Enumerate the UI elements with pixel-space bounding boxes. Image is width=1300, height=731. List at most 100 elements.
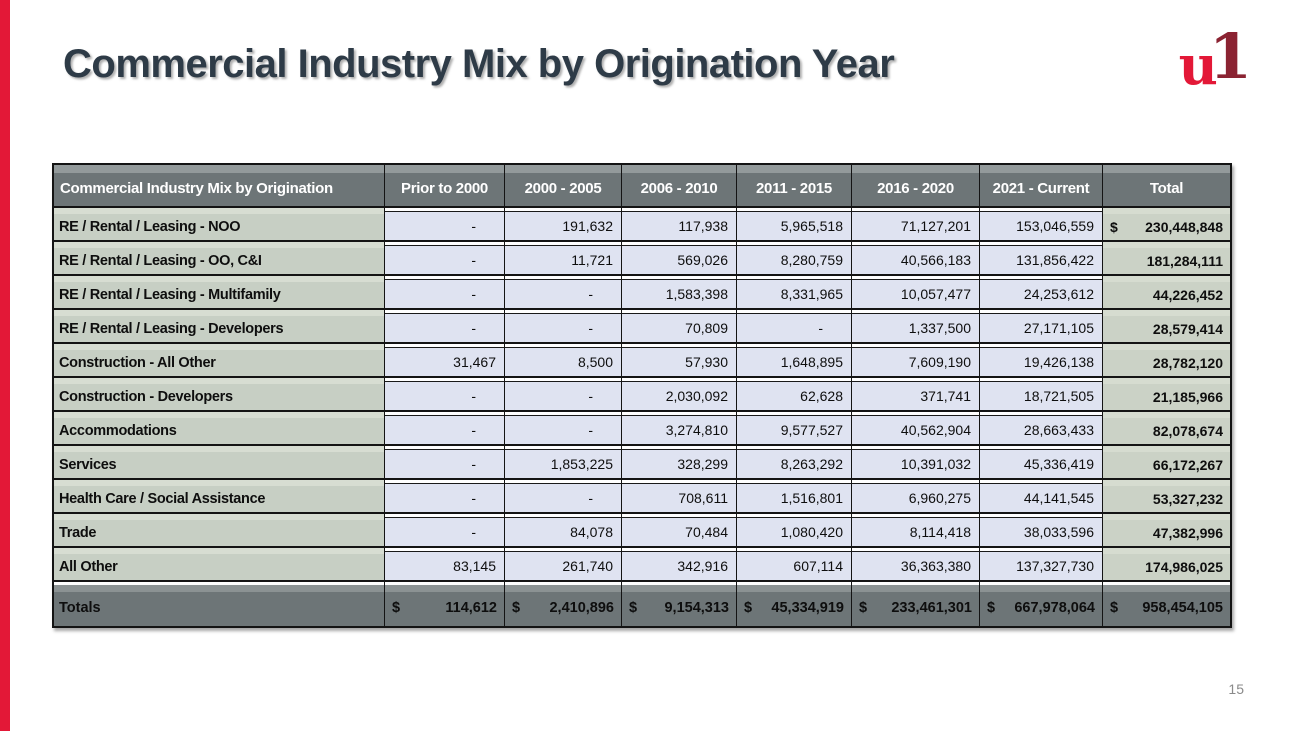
table-row: Construction - All Other 31,467 8,500 57… [54, 344, 1230, 378]
cell-value: 40,566,183 [852, 242, 980, 276]
table-row: All Other 83,145 261,740 342,916 607,114… [54, 548, 1230, 582]
table-totals-row: Totals $ 114,612 $ 2,410,896 $ 9,154,313… [54, 582, 1230, 626]
totals-value: 233,461,301 [891, 600, 972, 616]
totals-cell: $ 2,410,896 [505, 582, 622, 626]
total-value: 28,782,120 [1152, 354, 1223, 371]
total-value: 53,327,232 [1152, 490, 1223, 507]
row-label: RE / Rental / Leasing - NOO [54, 208, 385, 242]
totals-value: 45,334,919 [771, 600, 844, 616]
table-row: Trade - 84,078 70,484 1,080,420 8,114,41… [54, 514, 1230, 548]
row-label: Health Care / Social Assistance [54, 480, 385, 514]
cell-total: 21,185,966 [1103, 378, 1230, 412]
cell-value: - [505, 276, 622, 310]
row-label: Construction - All Other [54, 344, 385, 378]
cell-value: 10,057,477 [852, 276, 980, 310]
cell-value: - [505, 480, 622, 514]
row-label: RE / Rental / Leasing - Multifamily [54, 276, 385, 310]
cell-value: - [737, 310, 852, 344]
totals-cell: $ 233,461,301 [852, 582, 980, 626]
row-label: Trade [54, 514, 385, 548]
cell-value: 27,171,105 [980, 310, 1103, 344]
totals-cell: $ 958,454,105 [1103, 582, 1230, 626]
currency-symbol: $ [987, 600, 996, 616]
cell-value: 342,916 [622, 548, 737, 582]
cell-value: 137,327,730 [980, 548, 1103, 582]
header-2011-2015: 2011 - 2015 [737, 165, 852, 208]
cell-value: - [385, 378, 505, 412]
cell-value: 36,363,380 [852, 548, 980, 582]
table-row: Health Care / Social Assistance - - 708,… [54, 480, 1230, 514]
logo-letter-u: u [1178, 33, 1218, 97]
cell-value: 1,583,398 [622, 276, 737, 310]
cell-value: 191,632 [505, 208, 622, 242]
header-label: Commercial Industry Mix by Origination [54, 165, 385, 208]
cell-value: 131,856,422 [980, 242, 1103, 276]
row-label: All Other [54, 548, 385, 582]
cell-value: 19,426,138 [980, 344, 1103, 378]
logo-letter-one: 1 [1208, 20, 1252, 93]
cell-total: $ 230,448,848 [1103, 208, 1230, 242]
total-value: 28,579,414 [1152, 320, 1223, 337]
cell-total: 47,382,996 [1103, 514, 1230, 548]
cell-value: 31,467 [385, 344, 505, 378]
totals-value: 114,612 [445, 600, 497, 616]
table-header-row: Commercial Industry Mix by Origination P… [54, 165, 1230, 208]
row-label: Construction - Developers [54, 378, 385, 412]
cell-value: 18,721,505 [980, 378, 1103, 412]
cell-value: - [505, 412, 622, 446]
cell-value: - [385, 446, 505, 480]
cell-value: 1,648,895 [737, 344, 852, 378]
cell-value: - [385, 514, 505, 548]
cell-value: 57,930 [622, 344, 737, 378]
header-2006-2010: 2006 - 2010 [622, 165, 737, 208]
currency-symbol: $ [1110, 218, 1118, 235]
cell-value: 3,274,810 [622, 412, 737, 446]
cell-value: 5,965,518 [737, 208, 852, 242]
cell-value: 71,127,201 [852, 208, 980, 242]
cell-value: 708,611 [622, 480, 737, 514]
totals-value: 958,454,105 [1142, 600, 1223, 616]
cell-value: 8,263,292 [737, 446, 852, 480]
cell-value: 83,145 [385, 548, 505, 582]
total-value: 66,172,267 [1152, 456, 1223, 473]
table-row: RE / Rental / Leasing - Multifamily - - … [54, 276, 1230, 310]
cell-value: 607,114 [737, 548, 852, 582]
cell-value: - [385, 276, 505, 310]
row-label: Accommodations [54, 412, 385, 446]
total-value: 230,448,848 [1145, 218, 1223, 235]
cell-value: 62,628 [737, 378, 852, 412]
cell-value: - [385, 242, 505, 276]
cell-value: 569,026 [622, 242, 737, 276]
cell-value: - [505, 310, 622, 344]
u1-logo: u1 [1179, 26, 1252, 93]
left-accent-bar [0, 0, 10, 731]
cell-total: 181,284,111 [1103, 242, 1230, 276]
cell-value: - [385, 412, 505, 446]
cell-value: 84,078 [505, 514, 622, 548]
cell-value: - [385, 480, 505, 514]
cell-value: 24,253,612 [980, 276, 1103, 310]
cell-value: 38,033,596 [980, 514, 1103, 548]
totals-label: Totals [54, 582, 385, 626]
cell-value: 328,299 [622, 446, 737, 480]
currency-symbol: $ [392, 600, 401, 616]
cell-value: - [385, 310, 505, 344]
cell-total: 82,078,674 [1103, 412, 1230, 446]
cell-value: 261,740 [505, 548, 622, 582]
cell-total: 28,579,414 [1103, 310, 1230, 344]
totals-cell: $ 9,154,313 [622, 582, 737, 626]
totals-cell: $ 114,612 [385, 582, 505, 626]
industry-mix-table: Commercial Industry Mix by Origination P… [52, 163, 1232, 628]
total-value: 47,382,996 [1152, 524, 1223, 541]
total-value: 21,185,966 [1152, 388, 1223, 405]
table-row: Construction - Developers - - 2,030,092 … [54, 378, 1230, 412]
cell-value: 40,562,904 [852, 412, 980, 446]
cell-value: 6,960,275 [852, 480, 980, 514]
cell-value: 10,391,032 [852, 446, 980, 480]
cell-total: 66,172,267 [1103, 446, 1230, 480]
cell-value: 70,484 [622, 514, 737, 548]
row-label: RE / Rental / Leasing - Developers [54, 310, 385, 344]
cell-value: 2,030,092 [622, 378, 737, 412]
cell-value: 45,336,419 [980, 446, 1103, 480]
